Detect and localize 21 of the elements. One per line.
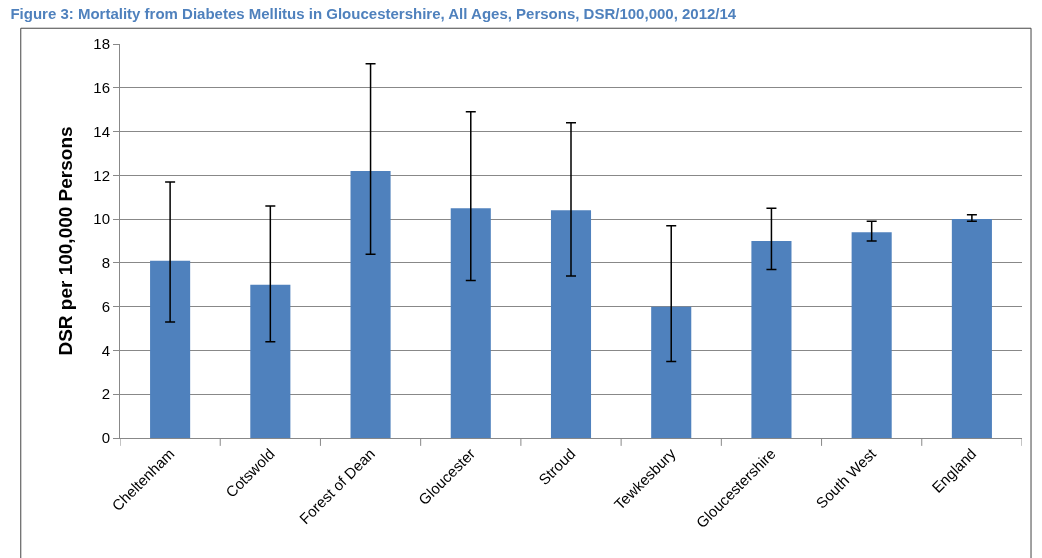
bar: [550, 210, 592, 438]
bar: [751, 241, 792, 438]
y-tick-label: 14: [93, 122, 110, 140]
y-tick-label: 18: [93, 35, 110, 53]
y-tick-label: 0: [101, 429, 110, 447]
y-tick-label: 8: [101, 254, 110, 272]
bar: [951, 219, 992, 438]
bar: [150, 260, 191, 438]
y-tick-label: 12: [93, 166, 110, 184]
bar: [250, 284, 291, 438]
bar: [851, 232, 892, 438]
y-tick-label: 10: [93, 210, 110, 228]
y-tick-label: 6: [101, 297, 110, 315]
y-tick-label: 2: [101, 385, 110, 403]
bar: [651, 306, 692, 438]
y-tick-label: 16: [93, 79, 110, 97]
y-tick-label: 4: [101, 341, 110, 359]
y-axis-title: DSR per 100,000 Persons: [55, 126, 77, 356]
bar: [450, 208, 491, 438]
bar: [350, 170, 391, 438]
chart-title: Figure 3: Mortality from Diabetes Mellitus in Gloucestershire, All Ages, Persons, DSR/100,000, 2012/14: [10, 4, 737, 22]
